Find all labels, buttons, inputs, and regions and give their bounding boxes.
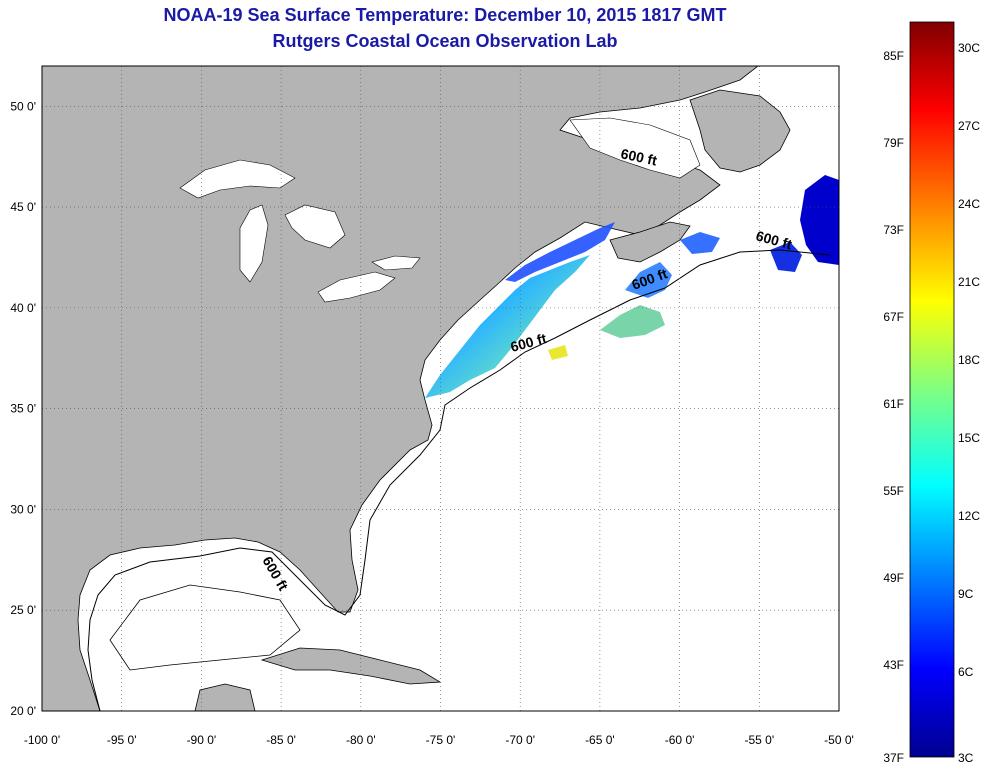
lat-tick-label: 40 0' [10,301,36,315]
lon-tick-label: -65 0' [585,733,615,747]
colorbar-fahrenheit-labels: 85F 79F 73F 67F 61F 55F 49F 43F 37F [883,49,904,765]
lat-tick-label: 45 0' [10,200,36,214]
lon-tick-label: -85 0' [266,733,296,747]
colorbar-f-label: 85F [883,49,904,63]
colorbar-f-label: 37F [883,751,904,765]
depth-contour-600ft [87,249,831,711]
lat-tick-label: 25 0' [10,603,36,617]
colorbar-f-label: 61F [883,397,904,411]
colorbar-c-label: 24C [958,197,980,211]
colorbar-f-label: 43F [883,658,904,672]
lon-tick-label: -55 0' [744,733,774,747]
lat-tick-label: 30 0' [10,502,36,516]
lon-tick-label: -95 0' [107,733,137,747]
colorbar-f-label: 73F [883,223,904,237]
colorbar-c-label: 12C [958,509,980,523]
great-lakes [179,159,421,303]
lat-tick-label: 20 0' [10,704,36,718]
gulf-deep-water [109,584,301,671]
colorbar-c-label: 15C [958,431,980,445]
lon-tick-label: -100 0' [24,733,60,747]
colorbar-f-label: 55F [883,484,904,498]
colorbar-c-label: 30C [958,41,980,55]
sst-data-coverage [425,175,839,398]
colorbar-c-label: 18C [958,353,980,367]
colorbar-f-label: 79F [883,136,904,150]
map-title: NOAA-19 Sea Surface Temperature: Decembe… [163,5,727,25]
colorbar [909,21,955,758]
map-grid [42,66,839,711]
colorbar-c-label: 3C [958,751,974,765]
lat-tick-label: 35 0' [10,402,36,416]
colorbar-f-label: 49F [883,571,904,585]
map-subtitle: Rutgers Coastal Ocean Observation Lab [272,31,618,51]
gulf-st-lawrence [569,117,701,179]
colorbar-f-label: 67F [883,310,904,324]
lon-tick-label: -75 0' [426,733,456,747]
lon-tick-label: -60 0' [665,733,695,747]
latitude-axis: 20 0' 25 0' 30 0' 35 0' 40 0' 45 0' 50 0' [10,99,36,718]
lon-tick-label: -70 0' [505,733,535,747]
lon-tick-label: -50 0' [824,733,854,747]
lat-tick-label: 50 0' [10,99,36,113]
lon-tick-label: -90 0' [187,733,217,747]
colorbar-c-label: 6C [958,665,974,679]
longitude-axis: -100 0' -95 0' -90 0' -85 0' -80 0' -75 0' -70… [24,733,854,747]
land-newfoundland [689,89,791,173]
map-frame [41,65,840,712]
land-yucatan [194,683,256,711]
colorbar-celsius-labels: 30C 27C 24C 21C 18C 15C 12C 9C 6C 3C [958,41,980,765]
depth-label: 600 ft [619,145,658,168]
lon-tick-label: -80 0' [346,733,376,747]
land-cuba [260,647,442,685]
colorbar-c-label: 9C [958,587,974,601]
colorbar-c-label: 27C [958,119,980,133]
colorbar-c-label: 21C [958,275,980,289]
